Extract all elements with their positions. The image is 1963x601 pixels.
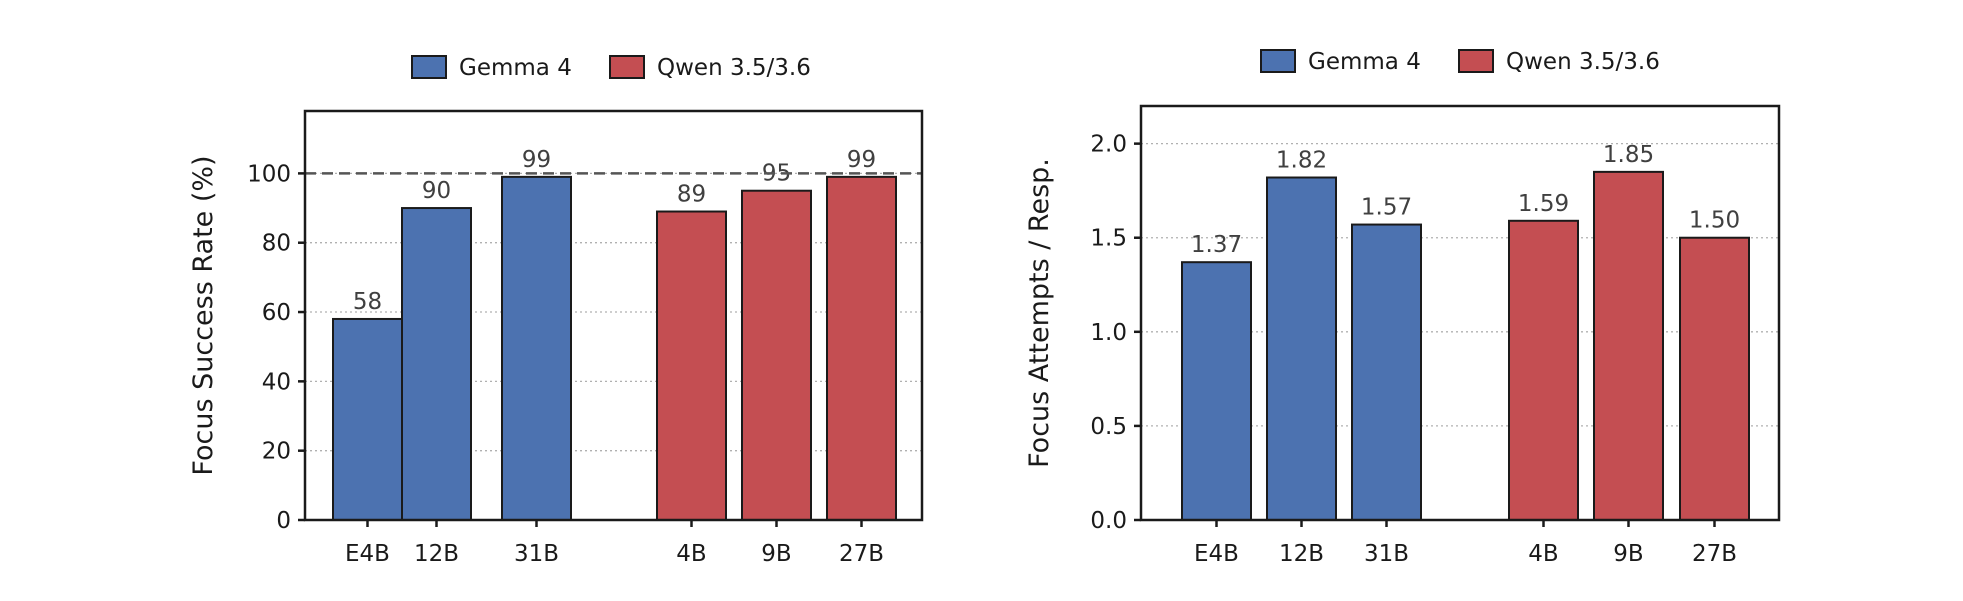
x-tick-label: 12B: [1279, 541, 1324, 567]
data-label: 58: [353, 289, 382, 315]
plot-frame: [1139, 104, 1781, 522]
bar-9b: [1593, 170, 1664, 521]
y-tick-label: 20: [262, 439, 291, 465]
y-tick-label: 1.0: [1090, 320, 1127, 346]
y-tick-label: 40: [262, 369, 291, 395]
bar-31b: [1351, 223, 1422, 522]
legend-label: Qwen 3.5/3.6: [1506, 49, 1660, 75]
x-tick-label: 31B: [514, 541, 559, 567]
y-tick-label: 60: [262, 300, 291, 326]
data-label: 1.85: [1603, 142, 1654, 168]
bar-e4b: [1181, 261, 1252, 521]
x-tick-label: 27B: [839, 541, 884, 567]
bar-12b: [1266, 176, 1337, 521]
x-tick-label: 27B: [1692, 541, 1737, 567]
x-tick-label: 31B: [1364, 541, 1409, 567]
y-tick-label: 100: [247, 161, 291, 187]
bar-9b: [741, 189, 812, 521]
plot-frame: [303, 109, 924, 522]
x-tick-label: 12B: [414, 541, 459, 567]
legend-label: Gemma 4: [1308, 49, 1421, 75]
y-tick-label: 2.0: [1090, 132, 1127, 158]
chart-2: 1.37 E4B 1.82 12B 1.57 31B 1.59 4B 1.85 9B 1.50 27B…: [1024, 49, 1781, 567]
x-tick-label: E4B: [1194, 541, 1239, 567]
y-tick-label: 0.5: [1090, 414, 1127, 440]
y-axis-label: Focus Attempts / Resp.: [1024, 158, 1055, 468]
y-tick-label: 1.5: [1090, 226, 1127, 252]
data-label: 89: [677, 182, 706, 208]
bar-e4b: [332, 317, 403, 521]
legend-swatch: [1260, 49, 1296, 73]
y-tick-label: 0.0: [1090, 508, 1127, 534]
data-label: 1.59: [1518, 191, 1569, 217]
legend-label: Gemma 4: [459, 55, 572, 81]
bar-12b: [401, 207, 472, 521]
legend-swatch: [609, 55, 645, 79]
legend: Gemma 4 Qwen 3.5/3.6: [1260, 49, 1660, 75]
x-tick-label: E4B: [345, 541, 390, 567]
data-label: 1.37: [1191, 232, 1242, 258]
data-label: 90: [422, 178, 451, 204]
x-tick-label: 9B: [761, 541, 791, 567]
x-tick-label: 4B: [676, 541, 706, 567]
legend-swatch: [411, 55, 447, 79]
chart-1: 58E4B9012B9931B894B959B9927B020406080100…: [188, 55, 924, 567]
bar-4b: [1508, 219, 1579, 521]
y-tick-label: 0: [276, 508, 291, 534]
legend-swatch: [1458, 49, 1494, 73]
bar-4b: [656, 210, 727, 522]
data-label: 1.82: [1276, 148, 1327, 174]
y-tick-label: 80: [262, 231, 291, 257]
data-label: 1.50: [1689, 208, 1740, 234]
x-tick-label: 9B: [1613, 541, 1643, 567]
data-label: 1.57: [1361, 195, 1412, 221]
legend-label: Qwen 3.5/3.6: [657, 55, 811, 81]
data-label: 99: [847, 147, 876, 173]
bar-27b: [1679, 236, 1750, 522]
y-axis-label: Focus Success Rate (%): [188, 155, 219, 475]
bar-27b: [826, 175, 897, 521]
legend: Gemma 4 Qwen 3.5/3.6: [411, 55, 811, 81]
x-tick-label: 4B: [1528, 541, 1558, 567]
data-label: 99: [522, 147, 551, 173]
bar-31b: [501, 175, 572, 521]
